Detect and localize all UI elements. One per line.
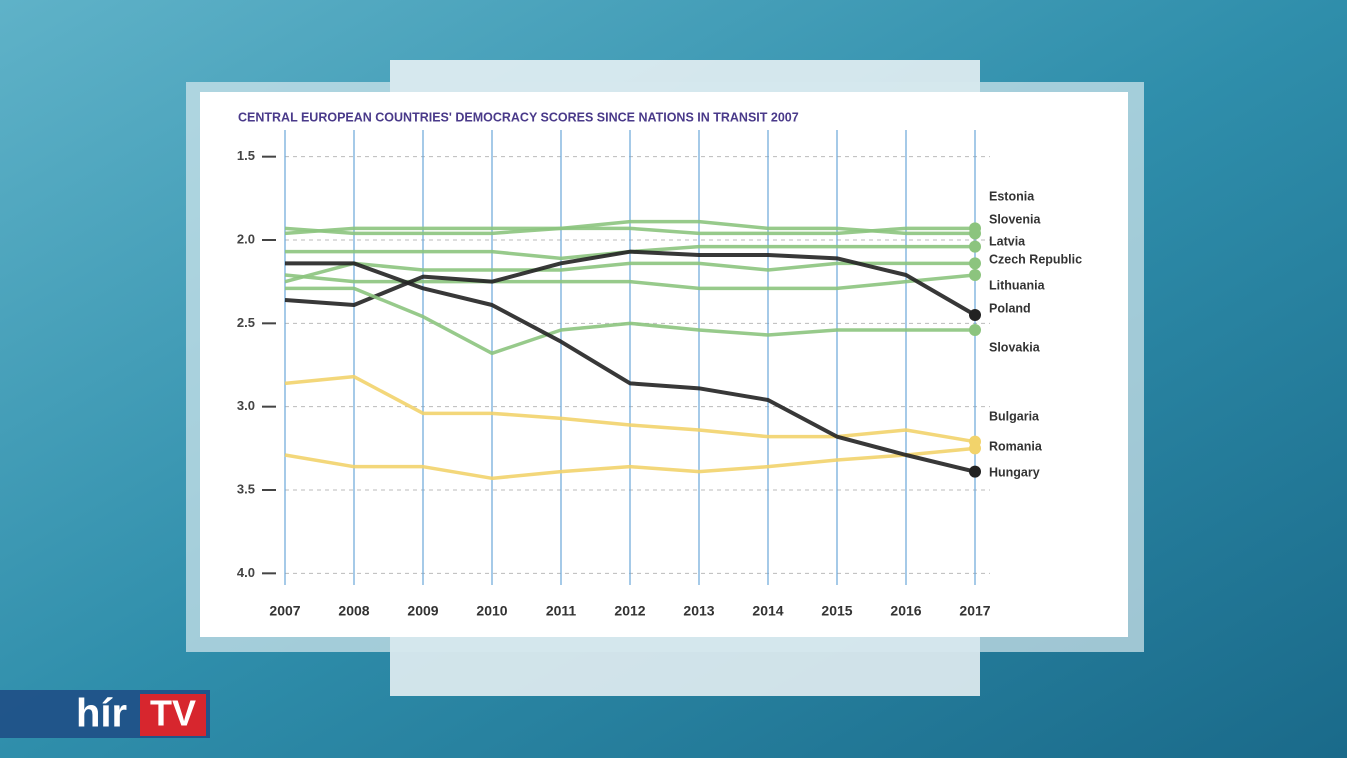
end-dot [969,324,981,336]
legend-label: Bulgaria [989,409,1040,423]
y-tick-label: 1.5 [237,148,255,163]
legend-label: Hungary [989,465,1040,479]
legend-label: Slovakia [989,340,1041,354]
logo-text: hír [76,692,127,736]
end-dot [969,309,981,321]
legend-label: Poland [989,301,1031,315]
y-tick-label: 3.0 [237,398,255,413]
x-tick-label: 2013 [683,603,714,619]
x-tick-label: 2012 [614,603,645,619]
y-tick-label: 4.0 [237,565,255,580]
legend-label: Latvia [989,234,1026,248]
end-dot [969,442,981,455]
series-line [284,219,975,236]
legend-label: Estonia [989,189,1035,203]
plot: 1.5 2.0 2.5 3.0 3.5 4.0 2007 2008 2009 2010 2011 20… [237,130,1082,619]
end-dot [969,240,981,253]
x-tick-label: 2014 [752,603,783,619]
x-tick-label: 2016 [890,603,921,619]
legend-label: Czech Republic [989,252,1082,266]
end-dot [969,465,981,478]
series-line [285,286,975,356]
chart-card [200,92,1128,637]
end-dot [969,269,981,281]
logo-box [140,694,206,736]
y-tick-label: 2.0 [237,231,255,246]
end-dot [969,227,981,240]
legend-label: Lithuania [989,278,1046,292]
series-line [284,446,976,481]
logo-text: TV [150,693,196,734]
chart-title: CENTRAL EUROPEAN COUNTRIES' DEMOCRACY SC… [238,110,799,124]
y-tick-label: 3.5 [237,481,255,496]
series-line [284,249,977,317]
y-tick-label: 2.5 [237,315,255,330]
x-tick-label: 2010 [476,603,507,619]
x-tick-label: 2017 [959,603,990,619]
legend-label: Slovenia [989,212,1041,226]
series-line [285,261,976,474]
x-tick-label: 2008 [338,603,369,619]
x-tick-label: 2009 [407,603,438,619]
end-dot [969,257,981,270]
x-tick-label: 2007 [269,603,300,619]
series-line [284,374,976,444]
legend-label: Romania [989,439,1043,453]
x-tick-label: 2015 [821,603,852,619]
x-tick-label: 2011 [546,603,577,619]
